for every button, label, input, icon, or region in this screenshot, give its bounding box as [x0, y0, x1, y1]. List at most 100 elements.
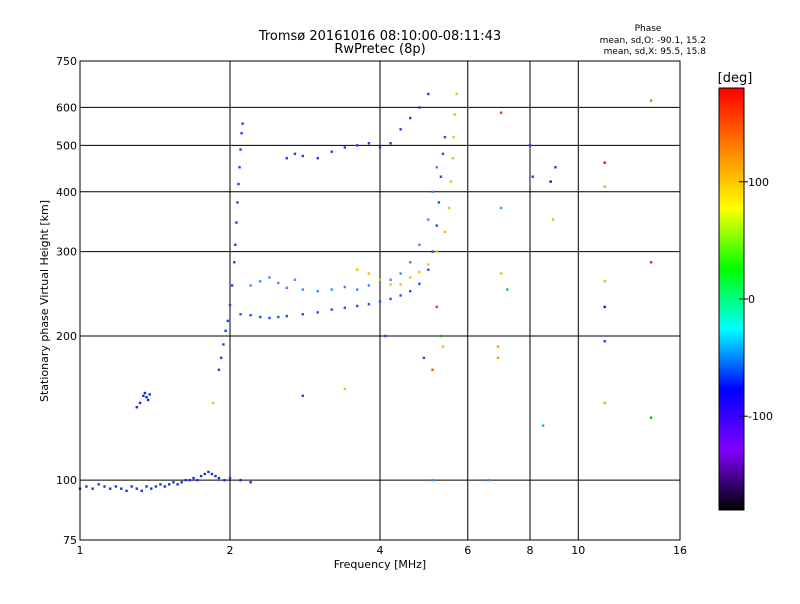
- y-tick-label: 200: [56, 330, 77, 343]
- data-point: [239, 478, 242, 482]
- data-point: [355, 288, 359, 291]
- data-point: [211, 401, 215, 405]
- data-point: [435, 166, 438, 169]
- data-point: [143, 391, 147, 395]
- data-point: [259, 280, 262, 283]
- data-point: [422, 356, 426, 360]
- colorbar-tick-label: -100: [748, 410, 773, 423]
- data-point: [435, 224, 438, 227]
- data-point: [268, 276, 271, 279]
- data-point: [441, 345, 445, 348]
- data-point: [418, 270, 421, 274]
- data-point: [330, 150, 333, 153]
- data-point: [199, 474, 203, 478]
- data-point: [443, 135, 447, 139]
- data-point: [316, 290, 319, 293]
- data-point: [449, 180, 453, 183]
- data-point: [249, 481, 252, 484]
- data-point: [85, 485, 88, 488]
- data-point: [418, 243, 421, 246]
- data-point: [528, 144, 532, 147]
- y-tick-label: 100: [56, 474, 77, 487]
- data-point: [355, 304, 359, 308]
- data-point: [409, 276, 412, 279]
- data-point: [120, 487, 123, 490]
- data-point: [226, 319, 230, 323]
- chart-subtitle: RwPretec (8p): [334, 42, 425, 57]
- data-point: [330, 308, 333, 311]
- data-point: [499, 206, 503, 210]
- data-point: [439, 175, 443, 178]
- data-point: [207, 470, 210, 474]
- phase-box-x-stats: mean, sd,X: 95.5, 15.8: [604, 47, 707, 57]
- data-point: [343, 285, 347, 289]
- data-point: [237, 182, 240, 186]
- data-point: [399, 272, 402, 275]
- data-point: [649, 416, 653, 419]
- data-point: [301, 313, 305, 316]
- x-tick-label: 2: [227, 544, 234, 557]
- data-point: [531, 175, 534, 178]
- x-axis-label: Frequency [MHz]: [334, 558, 426, 571]
- data-point: [355, 144, 359, 147]
- data-point: [239, 148, 242, 151]
- data-point: [367, 142, 371, 145]
- data-point: [343, 146, 347, 149]
- data-point: [233, 261, 236, 264]
- data-point: [435, 305, 438, 309]
- grid-lines: [80, 61, 680, 540]
- data-point: [140, 489, 143, 493]
- data-point: [130, 485, 133, 488]
- data-point: [239, 313, 242, 316]
- data-point: [145, 395, 148, 399]
- data-point: [367, 272, 371, 275]
- data-point: [431, 478, 434, 482]
- data-point: [409, 116, 412, 120]
- data-point: [452, 135, 455, 139]
- colorbar-label: [deg]: [718, 71, 753, 86]
- y-tick-label: 400: [56, 186, 77, 199]
- data-point: [437, 201, 441, 204]
- data-point: [441, 152, 445, 156]
- data-point: [277, 315, 280, 319]
- data-point: [431, 250, 434, 253]
- y-axis-label: Stationary phase Virtual Height [km]: [38, 200, 51, 402]
- data-point: [409, 261, 412, 264]
- data-point: [378, 300, 382, 303]
- y-tick-label: 75: [63, 534, 77, 547]
- data-point: [409, 290, 412, 293]
- data-point: [418, 282, 421, 285]
- data-point: [228, 303, 232, 307]
- data-point: [649, 99, 653, 102]
- data-point: [114, 485, 118, 488]
- data-point: [285, 157, 288, 160]
- data-point: [125, 489, 128, 493]
- data-point: [499, 272, 503, 275]
- data-point: [355, 268, 359, 271]
- data-point: [249, 313, 252, 317]
- data-point: [196, 478, 199, 482]
- data-point: [145, 485, 148, 488]
- data-point: [91, 487, 94, 490]
- plot-frame: [79, 60, 681, 541]
- y-axis-ticks: 75 100 200 300 400 500 600 750: [56, 55, 77, 547]
- data-point: [649, 261, 653, 264]
- data-point: [163, 485, 167, 488]
- data-point: [431, 190, 434, 193]
- data-point: [138, 401, 142, 405]
- data-point: [451, 157, 455, 160]
- data-point: [603, 305, 606, 309]
- data-point: [135, 406, 138, 409]
- data-point: [447, 206, 451, 210]
- y-tick-label: 600: [56, 101, 77, 114]
- data-point: [268, 316, 271, 320]
- data-point: [135, 487, 138, 490]
- data-point: [389, 278, 392, 281]
- data-point: [549, 180, 552, 183]
- data-point: [217, 368, 221, 371]
- data-point: [217, 476, 221, 480]
- data-point: [367, 302, 371, 306]
- data-point: [235, 221, 238, 224]
